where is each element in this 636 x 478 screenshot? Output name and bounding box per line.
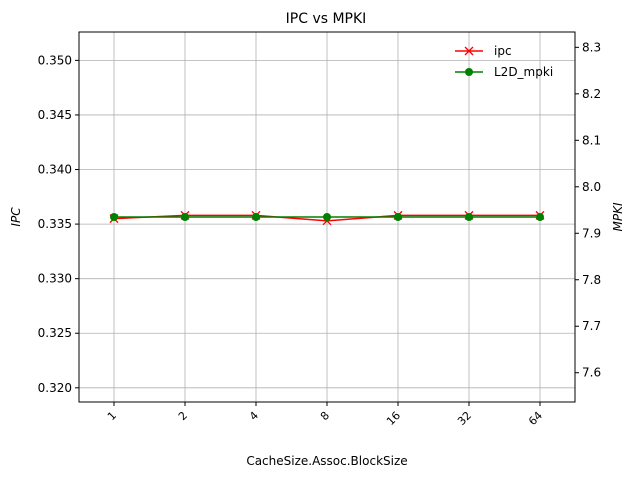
data-point-L2D_mpki [252, 213, 260, 221]
left-y-tick-label: 0.330 [38, 272, 72, 286]
x-axis-label: CacheSize.Assoc.BlockSize [246, 454, 407, 468]
right-y-tick-label: 8.1 [582, 133, 601, 147]
data-point-L2D_mpki [181, 213, 189, 221]
right-y-tick-label: 8.3 [582, 40, 601, 54]
left-y-tick-label: 0.345 [38, 108, 72, 122]
legend-marker-L2D_mpki [465, 68, 473, 76]
chart-title: IPC vs MPKI [286, 11, 367, 27]
legend: ipc L2D_mpki [455, 44, 553, 79]
data-point-L2D_mpki [536, 213, 544, 221]
data-point-L2D_mpki [110, 213, 118, 221]
right-y-axis-ticks: 7.6 7.7 7.8 7.9 8.0 8.1 8.2 8.3 [575, 40, 601, 380]
series-layer [109, 210, 545, 226]
right-y-tick-label: 8.0 [582, 180, 601, 194]
right-y-tick-label: 7.9 [582, 226, 601, 240]
left-y-axis-label: IPC [9, 207, 23, 227]
right-y-tick-label: 7.8 [582, 273, 601, 287]
legend-label-ipc: ipc [494, 44, 512, 58]
left-y-tick-label: 0.325 [38, 326, 72, 340]
legend-label-L2D_mpki: L2D_mpki [494, 65, 553, 79]
right-y-tick-label: 7.6 [582, 366, 601, 380]
data-point-L2D_mpki [465, 213, 473, 221]
left-y-tick-label: 0.320 [38, 381, 72, 395]
left-y-axis-ticks: 0.320 0.325 0.330 0.335 0.340 0.345 0.350 [38, 53, 79, 395]
legend-marker-ipc [464, 46, 474, 56]
right-y-tick-label: 7.7 [582, 319, 601, 333]
right-y-axis-label: MPKI [611, 202, 625, 231]
left-y-tick-label: 0.350 [38, 53, 72, 67]
data-point-L2D_mpki [394, 213, 402, 221]
right-y-tick-label: 8.2 [582, 87, 601, 101]
left-y-tick-label: 0.340 [38, 163, 72, 177]
left-y-tick-label: 0.335 [38, 217, 72, 231]
plot-frame [78, 31, 576, 403]
data-point-L2D_mpki [323, 213, 331, 221]
